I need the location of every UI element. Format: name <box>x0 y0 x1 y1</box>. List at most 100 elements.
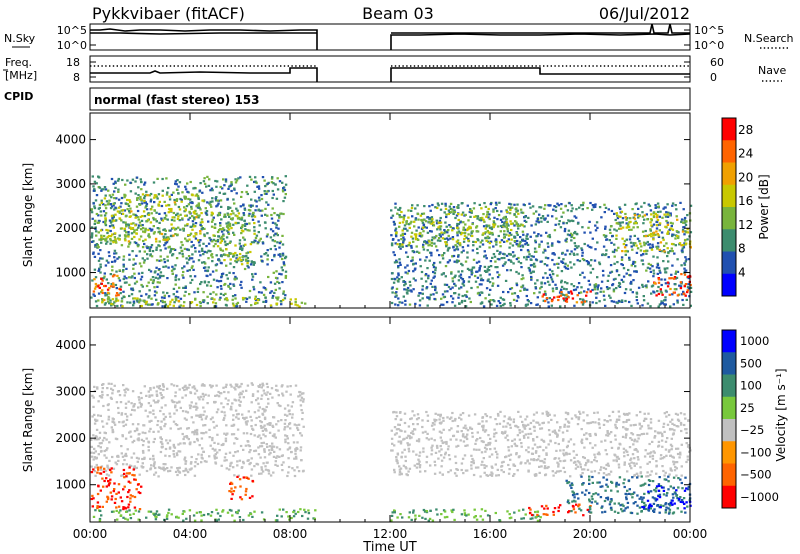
scatter-cell <box>452 254 456 258</box>
scatter-cell <box>120 219 123 222</box>
scatter-cell <box>631 262 635 265</box>
scatter-cell <box>153 231 156 234</box>
scatter-cell <box>245 432 249 435</box>
scatter-cell <box>174 404 177 407</box>
scatter-cell <box>158 212 161 215</box>
scatter-cell <box>508 246 511 249</box>
scatter-cell <box>264 288 268 291</box>
scatter-cell <box>260 386 263 389</box>
scatter-cell <box>255 200 258 203</box>
scatter-cell <box>605 249 608 252</box>
scatter-cell <box>174 299 178 302</box>
scatter-cell <box>243 208 247 211</box>
scatter-cell <box>524 215 527 218</box>
scatter-cell <box>195 408 198 411</box>
scatter-cell <box>401 221 405 224</box>
scatter-cell <box>121 455 125 458</box>
scatter-cell <box>313 517 316 520</box>
scatter-cell <box>457 279 461 282</box>
scatter-cell <box>547 305 550 308</box>
scatter-cell <box>443 295 447 298</box>
scatter-cell <box>420 212 424 215</box>
scatter-cell <box>196 239 200 242</box>
scatter-cell <box>168 455 171 458</box>
scatter-cell <box>232 198 235 201</box>
scatter-cell <box>402 218 405 221</box>
scatter-cell <box>546 242 549 245</box>
scatter-cell <box>125 281 128 284</box>
scatter-cell <box>248 204 251 207</box>
scatter-cell <box>307 512 311 515</box>
scatter-cell <box>401 243 404 246</box>
scatter-cell <box>430 216 434 219</box>
scatter-cell <box>162 274 165 278</box>
scatter-cell <box>643 214 646 217</box>
scatter-cell <box>128 253 131 256</box>
scatter-cell <box>163 261 167 264</box>
scatter-cell <box>271 239 274 242</box>
scatter-cell <box>162 238 165 241</box>
scatter-cell <box>643 250 646 253</box>
scatter-cell <box>580 428 583 431</box>
scatter-cell <box>231 298 234 301</box>
scatter-cell <box>591 267 595 271</box>
scatter-cell <box>619 215 622 218</box>
scatter-cell <box>617 285 621 288</box>
scatter-cell <box>176 473 179 477</box>
scatter-cell <box>398 473 401 476</box>
scatter-cell <box>111 298 115 301</box>
scatter-cell <box>229 240 232 243</box>
scatter-cell <box>249 209 252 212</box>
scatter-cell <box>283 188 287 192</box>
scatter-cell <box>227 285 230 288</box>
scatter-cell <box>122 263 125 266</box>
nsky-trace <box>90 28 691 50</box>
scatter-cell <box>133 430 137 433</box>
scatter-cell <box>684 294 687 297</box>
scatter-cell <box>570 235 573 239</box>
scatter-cell <box>398 471 402 474</box>
nsearch-label: N.Search <box>744 32 794 45</box>
scatter-cell <box>105 278 108 281</box>
scatter-cell <box>245 476 248 479</box>
scatter-cell <box>282 212 285 216</box>
scatter-cell <box>116 299 120 302</box>
scatter-cell <box>232 283 235 286</box>
scatter-cell <box>448 259 451 262</box>
scatter-cell <box>526 303 529 306</box>
scatter-cell <box>123 275 126 278</box>
scatter-cell <box>114 283 118 287</box>
scatter-cell <box>653 291 656 294</box>
scatter-cell <box>166 218 169 221</box>
scatter-cell <box>519 236 522 239</box>
scatter-cell <box>195 431 199 434</box>
scatter-cell <box>181 252 184 256</box>
scatter-cell <box>266 258 269 261</box>
scatter-cell <box>398 245 401 248</box>
scatter-cell <box>236 215 239 218</box>
scatter-cell <box>100 241 103 244</box>
scatter-cell <box>292 510 295 514</box>
scatter-cell <box>240 218 243 221</box>
scatter-cell <box>645 249 648 252</box>
scatter-cell <box>596 241 599 244</box>
scatter-cell <box>631 248 634 251</box>
scatter-cell <box>591 237 594 240</box>
scatter-cell <box>664 271 667 274</box>
scatter-cell <box>499 304 502 308</box>
scatter-cell <box>217 442 220 445</box>
scatter-cell <box>178 471 182 474</box>
scatter-cell <box>211 189 214 192</box>
scatter-cell <box>133 231 136 234</box>
scatter-cell <box>100 514 103 517</box>
scatter-cell <box>444 265 448 268</box>
scatter-cell <box>393 277 396 280</box>
scatter-cell <box>123 472 126 475</box>
scatter-cell <box>93 180 97 183</box>
scatter-cell <box>621 217 625 220</box>
scatter-cell <box>238 459 242 462</box>
scatter-cell <box>133 241 137 244</box>
power-x-ticks <box>89 113 691 308</box>
scatter-cell <box>230 433 234 436</box>
scatter-cell <box>246 192 249 196</box>
